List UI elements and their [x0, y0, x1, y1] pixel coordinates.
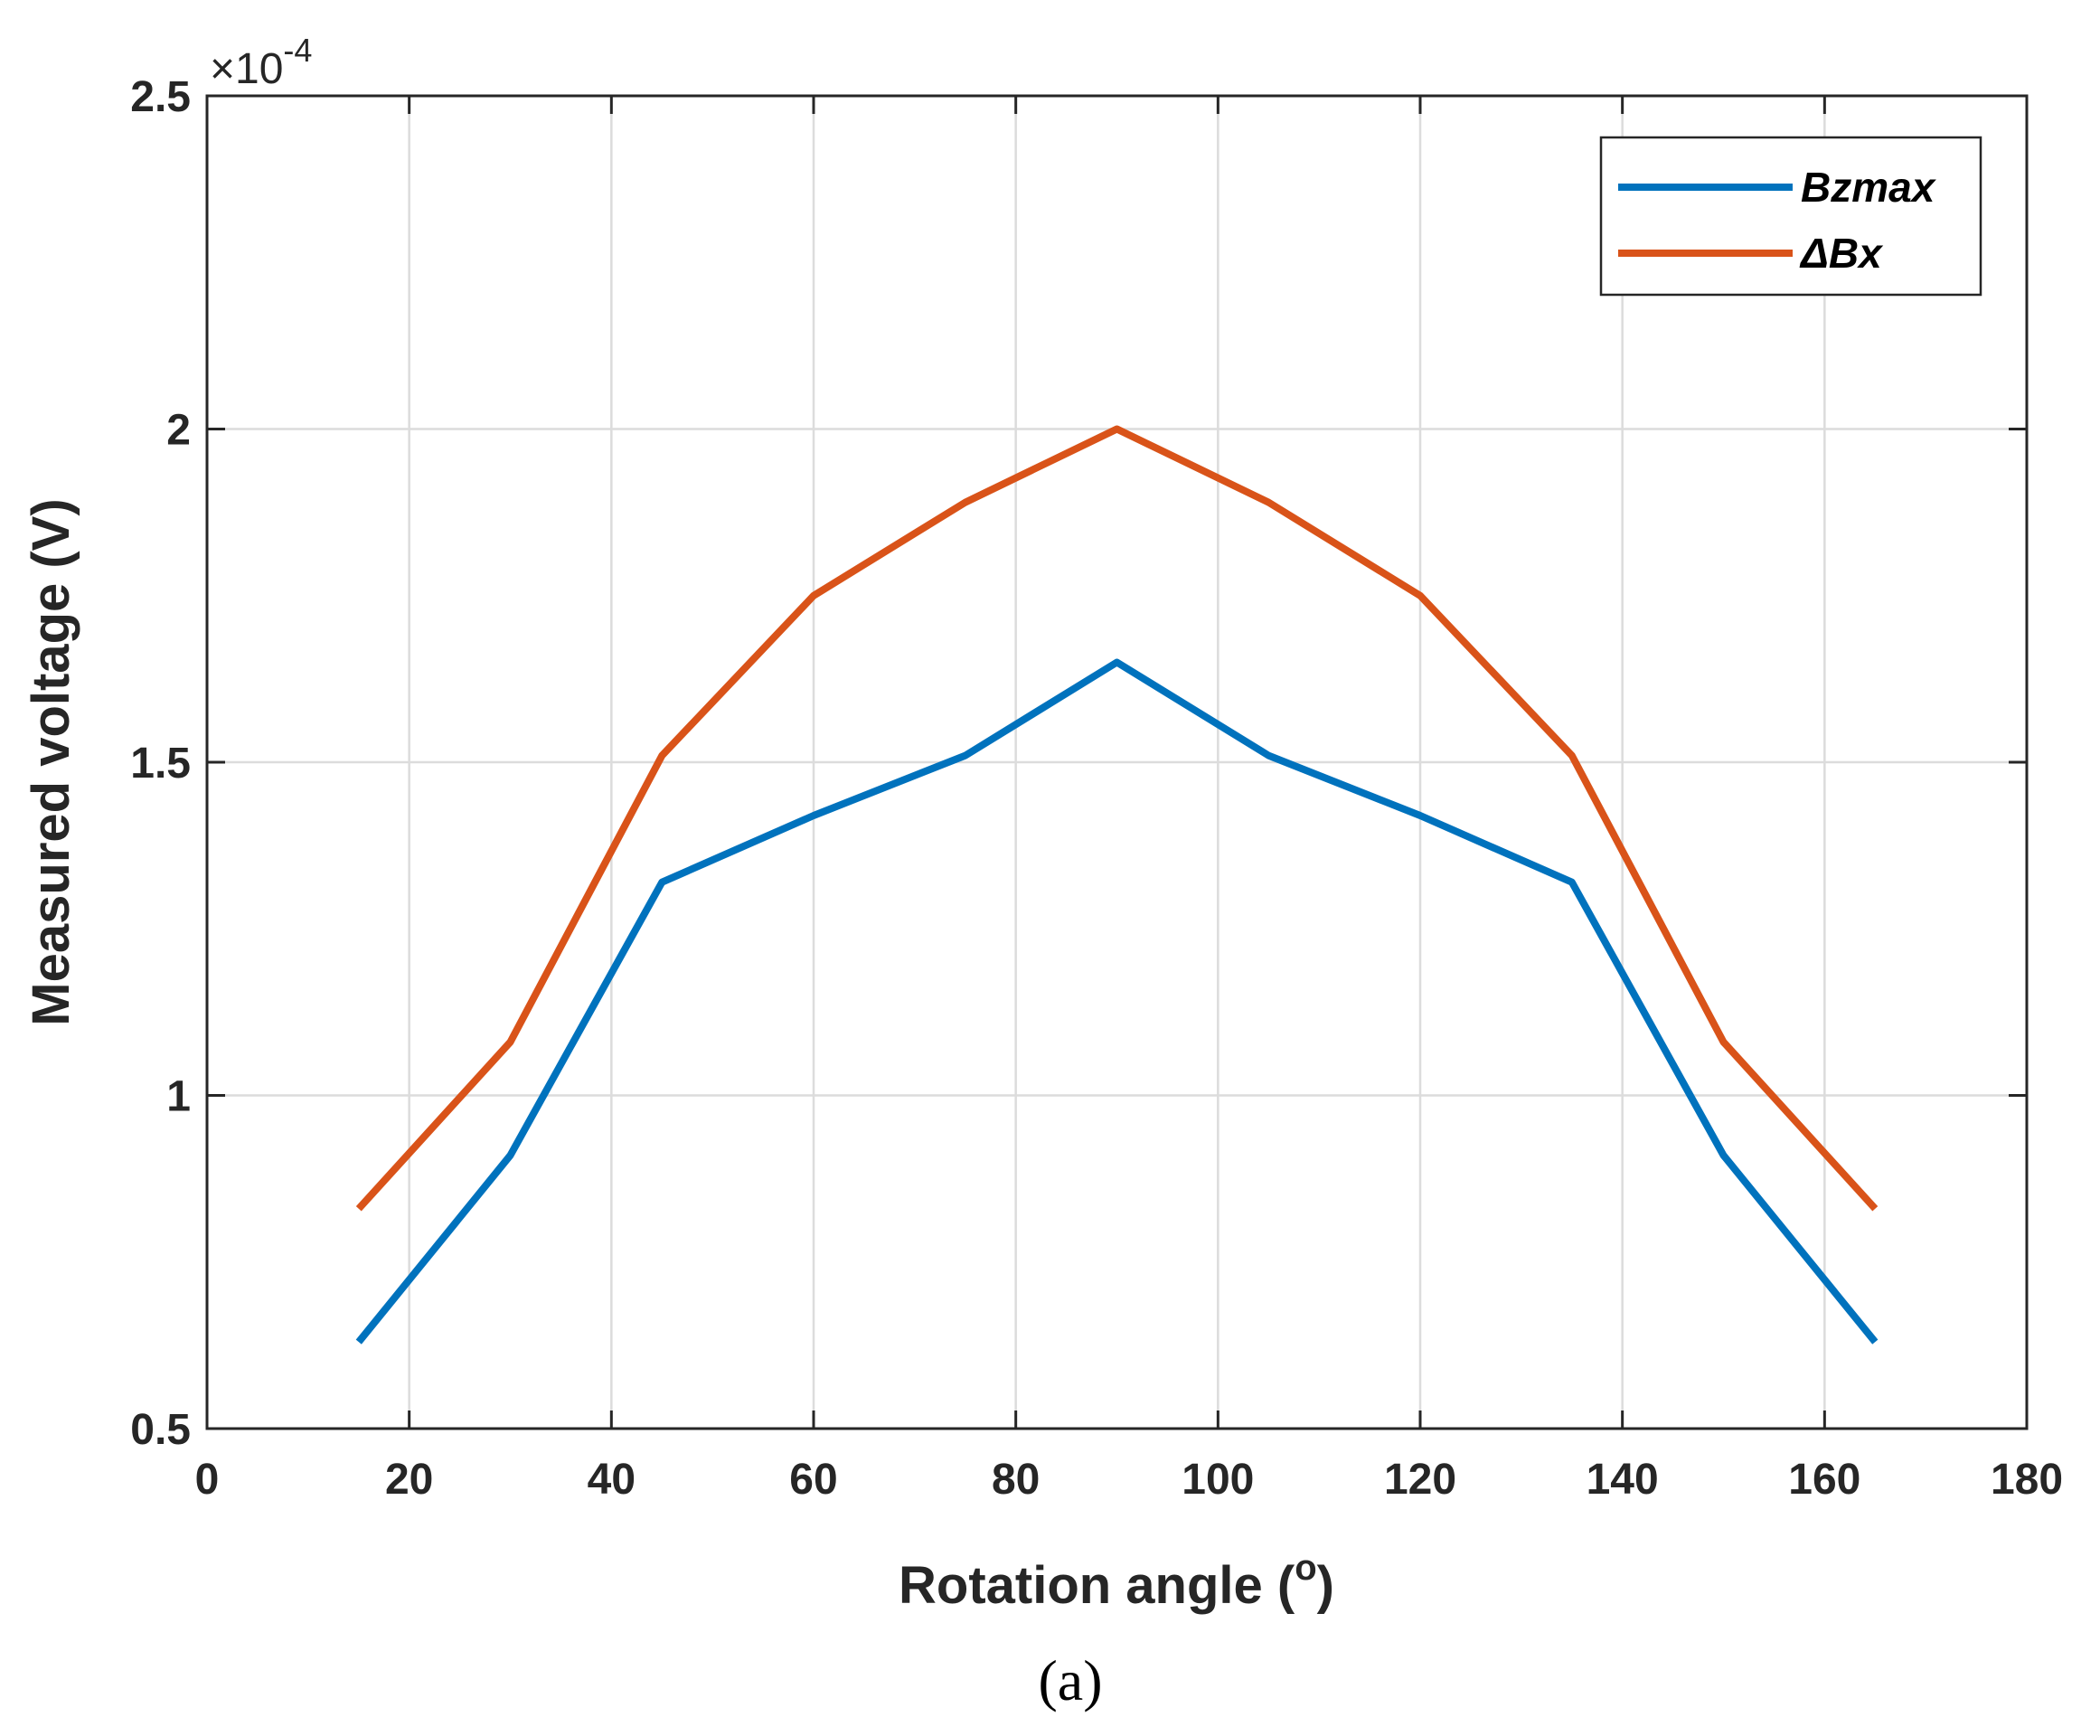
y-tick-label: 1 — [166, 1073, 191, 1121]
x-tick-label: 180 — [1991, 1456, 2063, 1504]
y-axis-exponent-power: -4 — [283, 32, 312, 69]
x-tick-label: 100 — [1182, 1456, 1254, 1504]
x-tick-label: 160 — [1788, 1456, 1860, 1504]
x-axis-title: Rotation angle (o) — [899, 1548, 1334, 1615]
y-axis-exponent: ×10-4 — [210, 32, 312, 93]
series-line-delta-bx — [355, 425, 1879, 1212]
x-tick-label: 140 — [1587, 1456, 1659, 1504]
x-tick-label: 120 — [1384, 1456, 1456, 1504]
legend-label-delta-bx: ΔBx — [1799, 230, 1884, 277]
y-axis-title: Measured voltage (V) — [22, 498, 80, 1025]
x-axis-title-degree: o — [1295, 1548, 1316, 1588]
y-axis-tick-labels: 0.5 1 1.5 2 2.5 — [130, 73, 191, 1454]
x-axis-title-main: Rotation angle ( — [899, 1556, 1295, 1615]
legend: Bzmax ΔBx — [1599, 136, 1982, 297]
y-tick-label: 0.5 — [130, 1406, 191, 1454]
legend-box — [1599, 136, 1982, 297]
y-tick-label: 2.5 — [130, 73, 191, 121]
series-lines — [355, 425, 1879, 1344]
legend-label-bzmax: Bzmax — [1801, 164, 1937, 211]
series-line-bzmax — [355, 658, 1879, 1344]
y-axis-exponent-base: ×10 — [210, 45, 283, 93]
x-tick-label: 0 — [195, 1456, 220, 1504]
figure-caption: (a) — [1038, 1648, 1102, 1712]
x-tick-label: 60 — [789, 1456, 837, 1504]
x-axis-title-tail: ) — [1317, 1556, 1334, 1615]
y-tick-label: 2 — [166, 407, 191, 455]
y-tick-label: 1.5 — [130, 740, 191, 788]
axis-ticks — [205, 94, 2029, 1430]
x-tick-label: 20 — [385, 1456, 433, 1504]
x-tick-label: 40 — [588, 1456, 636, 1504]
x-axis-tick-labels: 0 20 40 60 80 100 120 140 160 180 — [195, 1456, 2063, 1504]
x-tick-label: 80 — [992, 1456, 1040, 1504]
